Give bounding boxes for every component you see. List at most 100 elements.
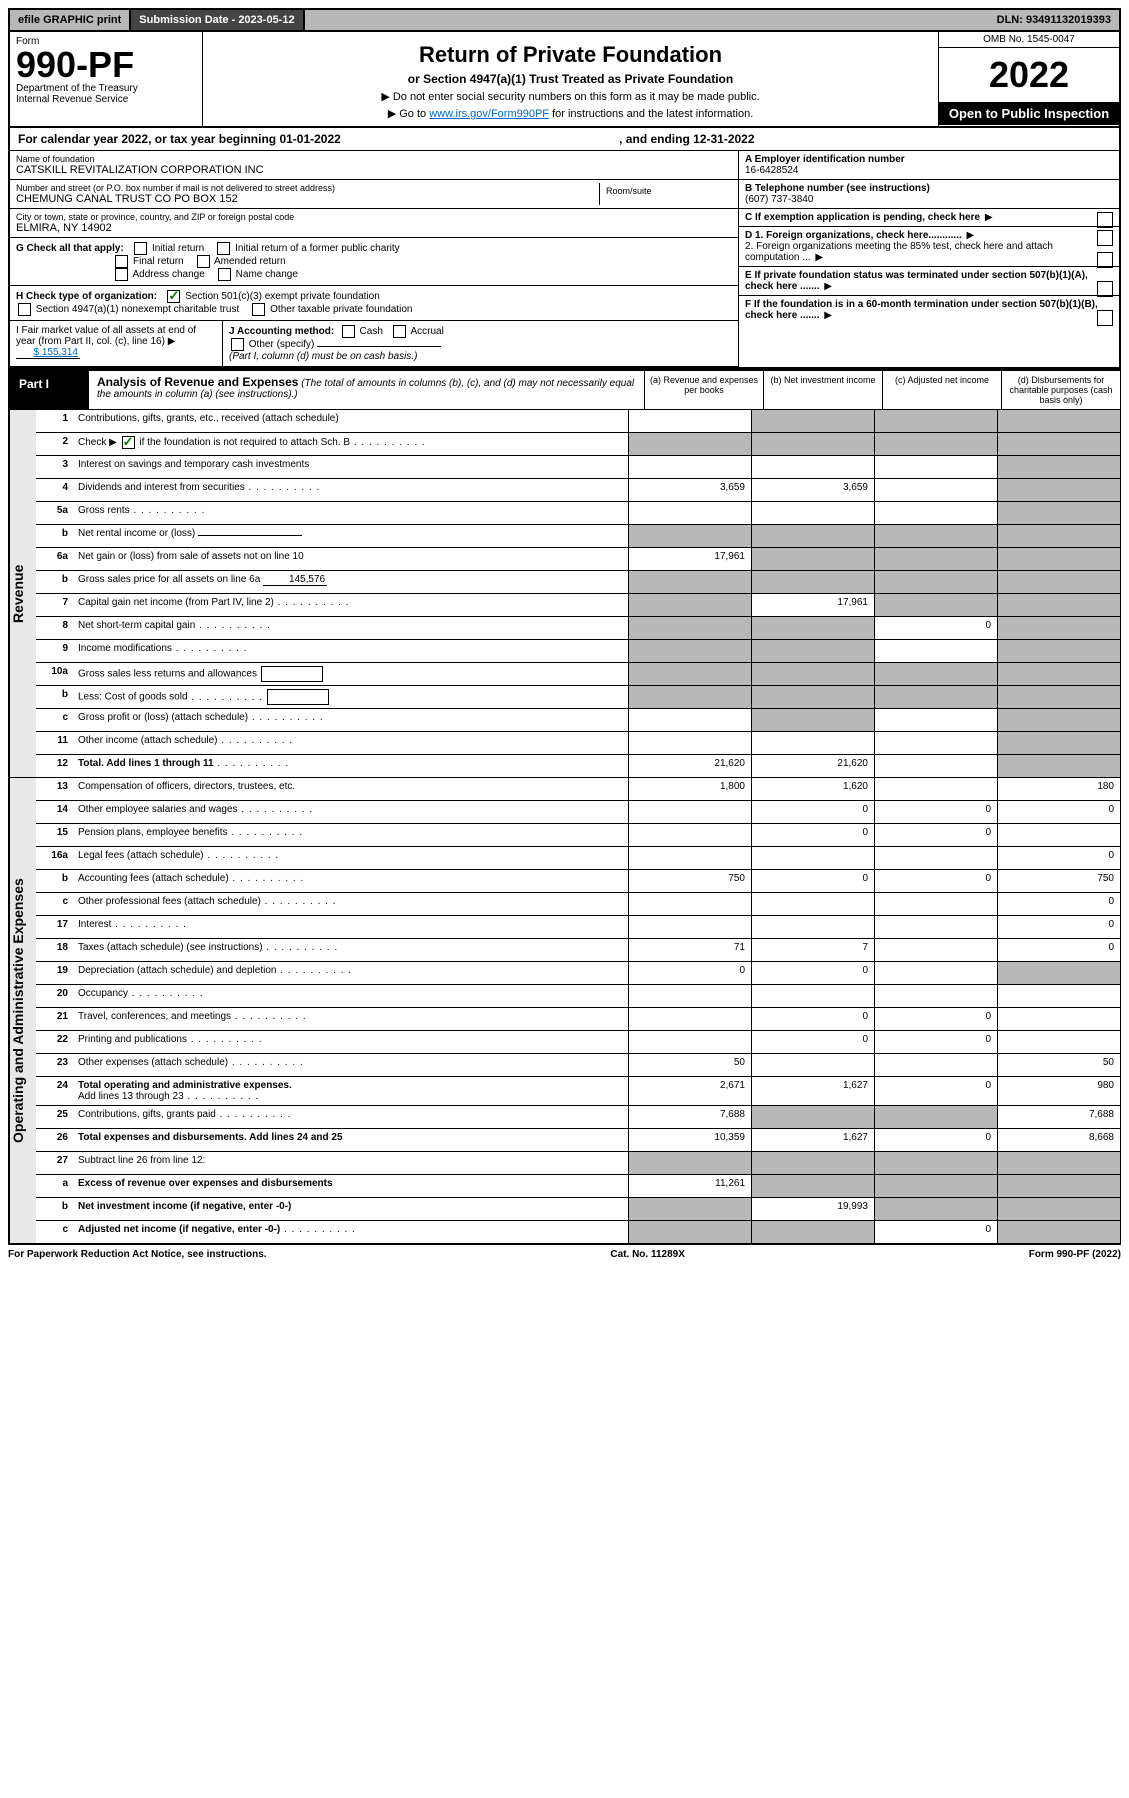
l6a-a: 17,961 [628,548,751,570]
opt-initial-former: Initial return of a former public charit… [235,243,400,254]
note-link-post: for instructions and the latest informat… [552,108,753,120]
line-18: 18Taxes (attach schedule) (see instructi… [36,939,1120,962]
l12-desc: Total. Add lines 1 through 11 [74,755,628,777]
l12-b: 21,620 [751,755,874,777]
checkbox-4947[interactable] [18,303,31,316]
part1-label: Part I [9,371,89,409]
d1-label: D 1. Foreign organizations, check here..… [745,230,962,241]
l18-d: 0 [997,939,1120,961]
expenses-side-label: Operating and Administrative Expenses [9,778,36,1243]
arrow-icon: ▶ [815,252,823,263]
checkbox-c[interactable] [1097,212,1113,228]
irs-link[interactable]: www.irs.gov/Form990PF [429,108,549,120]
l25-desc: Contributions, gifts, grants paid [74,1106,628,1128]
l17-desc: Interest [74,916,628,938]
l23-desc: Other expenses (attach schedule) [74,1054,628,1076]
l10a-desc: Gross sales less returns and allowances [74,663,628,685]
checkbox-accrual[interactable] [393,325,406,338]
l14-d: 0 [997,801,1120,823]
j-label: J Accounting method: [229,326,334,337]
l12-a: 21,620 [628,755,751,777]
l22-c: 0 [874,1031,997,1053]
checkbox-initial-return[interactable] [134,242,147,255]
l18-a: 71 [628,939,751,961]
part1-title: Analysis of Revenue and Expenses [97,375,298,389]
footer-left: For Paperwork Reduction Act Notice, see … [8,1249,267,1260]
section-g: G Check all that apply: Initial return I… [10,238,738,286]
l2-post: if the foundation is not required to att… [139,437,350,448]
checkbox-other-method[interactable] [231,338,244,351]
checkbox-e[interactable] [1097,281,1113,297]
form-number: 990-PF [16,47,196,83]
line-22: 22Printing and publications00 [36,1031,1120,1054]
city: ELMIRA, NY 14902 [16,222,732,234]
city-cell: City or town, state or province, country… [10,209,738,238]
l15-c: 0 [874,824,997,846]
ein-cell: A Employer identification number 16-6428… [739,151,1119,180]
open-public: Open to Public Inspection [939,102,1119,125]
l5a-desc: Gross rents [74,502,628,524]
ein-label: A Employer identification number [745,154,905,165]
l26-c: 0 [874,1129,997,1151]
l4-b: 3,659 [751,479,874,501]
l24-c: 0 [874,1077,997,1105]
checkbox-cash[interactable] [342,325,355,338]
checkbox-schb[interactable] [122,436,135,449]
l25-d: 7,688 [997,1106,1120,1128]
e-label: E If private foundation status was termi… [745,270,1088,292]
col-a-head: (a) Revenue and expenses per books [644,371,763,409]
efile-label[interactable]: efile GRAPHIC print [10,10,131,30]
address-cell: Number and street (or P.O. box number if… [10,180,738,209]
line-21: 21Travel, conferences, and meetings00 [36,1008,1120,1031]
l15-desc: Pension plans, employee benefits [74,824,628,846]
line-27: 27Subtract line 26 from line 12: [36,1152,1120,1175]
l26-b: 1,627 [751,1129,874,1151]
checkbox-d2[interactable] [1097,252,1113,268]
submission-date: Submission Date - 2023-05-12 [131,10,304,30]
l19-a: 0 [628,962,751,984]
line-14: 14Other employee salaries and wages000 [36,801,1120,824]
other-specify-line [317,346,441,347]
opt-amended: Amended return [214,256,286,267]
checkbox-amended[interactable] [197,255,210,268]
note-link: ▶ Go to www.irs.gov/Form990PF for instru… [209,107,932,120]
checkbox-f[interactable] [1097,310,1113,326]
revenue-table: Revenue 1Contributions, gifts, grants, e… [8,410,1121,778]
opt-initial-return: Initial return [152,243,204,254]
l9-desc: Income modifications [74,640,628,662]
checkbox-name-change[interactable] [218,268,231,281]
ein-value: 16-6428524 [745,165,798,176]
l19-b: 0 [751,962,874,984]
header-right: OMB No. 1545-0047 2022 Open to Public In… [939,32,1119,126]
foundation-name: CATSKILL REVITALIZATION CORPORATION INC [16,164,732,176]
expenses-table: Operating and Administrative Expenses 13… [8,778,1121,1244]
checkbox-initial-former[interactable] [217,242,230,255]
revenue-rows: 1Contributions, gifts, grants, etc., rec… [36,410,1120,777]
line-5a: 5aGross rents [36,502,1120,525]
form-header: Form 990-PF Department of the Treasury I… [8,32,1121,128]
checkbox-address-change[interactable] [115,268,128,281]
l27c-c: 0 [874,1221,997,1243]
line-25: 25Contributions, gifts, grants paid7,688… [36,1106,1120,1129]
checkbox-other-taxable[interactable] [252,303,265,316]
section-e: E If private foundation status was termi… [739,267,1119,296]
room-label: Room/suite [606,186,726,196]
opt-501c3: Section 501(c)(3) exempt private foundat… [185,291,380,302]
line-20: 20Occupancy [36,985,1120,1008]
l16b-desc: Accounting fees (attach schedule) [74,870,628,892]
footer-right: Form 990-PF (2022) [1029,1249,1121,1260]
l22-desc: Printing and publications [74,1031,628,1053]
checkbox-501c3[interactable] [167,290,180,303]
checkbox-final-return[interactable] [115,255,128,268]
l3-desc: Interest on savings and temporary cash i… [74,456,628,478]
l21-c: 0 [874,1008,997,1030]
cal-year-begin: For calendar year 2022, or tax year begi… [18,132,619,146]
l24-b: 1,627 [751,1077,874,1105]
checkbox-d1[interactable] [1097,230,1113,246]
l6b-desc: Gross sales price for all assets on line… [74,571,628,593]
l18-desc: Taxes (attach schedule) (see instruction… [74,939,628,961]
section-f: F If the foundation is in a 60-month ter… [739,296,1119,324]
i-value[interactable]: $ 155,314 [16,347,80,359]
info-left: Name of foundation CATSKILL REVITALIZATI… [10,151,738,367]
part1-title-cell: Analysis of Revenue and Expenses (The to… [89,371,644,409]
